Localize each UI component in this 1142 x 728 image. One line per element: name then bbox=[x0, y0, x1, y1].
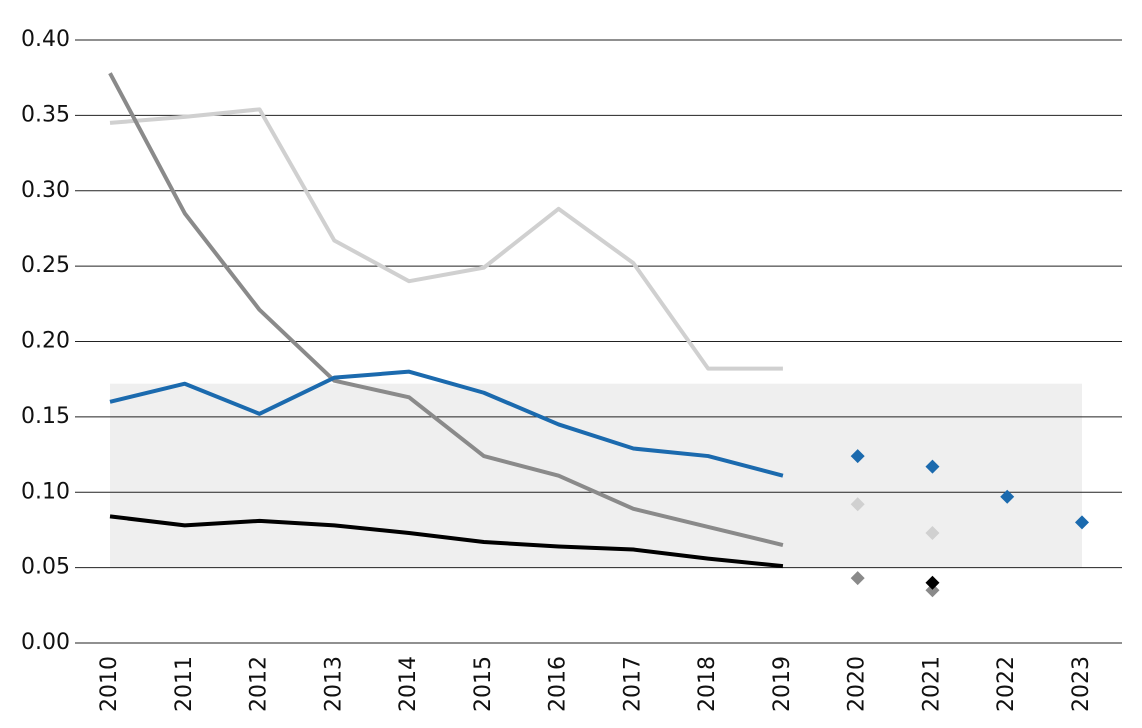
x-tick-label: 2020 bbox=[845, 656, 870, 712]
projection-marker bbox=[1000, 489, 1015, 504]
projection-marker bbox=[850, 497, 865, 512]
projection-marker bbox=[925, 459, 940, 474]
series-line bbox=[108, 72, 784, 547]
x-tick-label: 2018 bbox=[695, 656, 720, 712]
projection-marker bbox=[925, 525, 940, 540]
x-tick-label: 2014 bbox=[396, 656, 421, 712]
y-tick-label: 0.15 bbox=[21, 404, 70, 429]
x-tick-label: 2017 bbox=[620, 656, 645, 712]
projection-marker bbox=[925, 583, 940, 598]
series-line bbox=[109, 369, 784, 478]
projection-marker bbox=[1075, 515, 1089, 530]
y-tick-label: 0.20 bbox=[21, 329, 70, 354]
y-tick-label: 0.30 bbox=[21, 178, 70, 203]
projection-marker bbox=[925, 575, 940, 590]
y-tick-label: 0.10 bbox=[21, 479, 70, 504]
y-tick-label: 0.05 bbox=[21, 555, 70, 580]
x-tick-label: 2013 bbox=[321, 656, 346, 712]
x-tick-label: 2016 bbox=[546, 656, 571, 712]
series-line bbox=[109, 514, 784, 569]
x-tick-label: 2012 bbox=[247, 656, 272, 712]
x-tick-label: 2022 bbox=[994, 656, 1019, 712]
x-tick-label: 2019 bbox=[770, 656, 795, 712]
y-tick-label: 0.35 bbox=[21, 102, 70, 127]
x-tick-label: 2021 bbox=[919, 656, 944, 712]
x-tick-label: 2010 bbox=[97, 656, 122, 712]
series-line bbox=[109, 107, 783, 371]
x-tick-label: 2015 bbox=[471, 656, 496, 712]
projection-marker bbox=[850, 449, 865, 464]
projection-marker bbox=[850, 571, 865, 586]
reference-band bbox=[110, 383, 1082, 568]
x-tick-label: 2023 bbox=[1069, 656, 1094, 712]
x-tick-label: 2011 bbox=[172, 656, 197, 712]
y-tick-label: 0.00 bbox=[21, 630, 70, 655]
y-tick-label: 0.25 bbox=[21, 253, 70, 278]
y-tick-label: 0.40 bbox=[21, 27, 70, 52]
